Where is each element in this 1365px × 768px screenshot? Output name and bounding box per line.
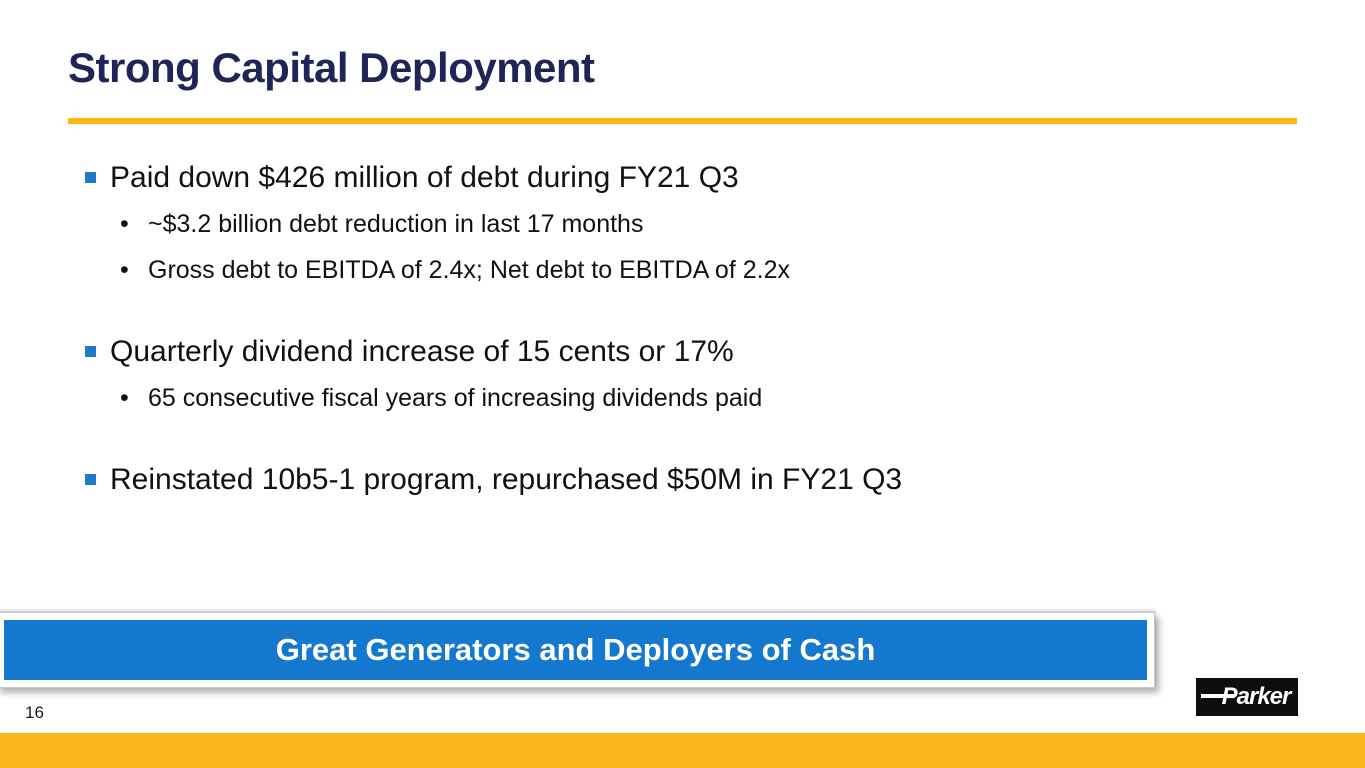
callout-banner: Great Generators and Deployers of Cash bbox=[0, 612, 1155, 688]
square-bullet-icon bbox=[85, 474, 96, 485]
bullet-item: Reinstated 10b5-1 program, repurchased $… bbox=[68, 457, 1325, 503]
bullet-text: Paid down $426 million of debt during FY… bbox=[110, 161, 739, 194]
bullet-group: Quarterly dividend increase of 15 cents … bbox=[68, 329, 1325, 421]
parker-logo-text: Parker bbox=[1221, 683, 1292, 710]
footer-gold-bar bbox=[0, 733, 1365, 768]
callout-banner-fill: Great Generators and Deployers of Cash bbox=[4, 620, 1147, 680]
sub-bullet-text: Gross debt to EBITDA of 2.4x; Net debt t… bbox=[148, 256, 790, 284]
square-bullet-icon bbox=[85, 346, 96, 357]
sub-bullet-text: ~$3.2 billion debt reduction in last 17 … bbox=[148, 210, 644, 238]
parker-logo: Parker bbox=[1196, 678, 1298, 716]
bullet-item: Paid down $426 million of debt during FY… bbox=[68, 155, 1325, 201]
dot-bullet-icon bbox=[120, 247, 148, 293]
dot-bullet-icon bbox=[120, 375, 148, 421]
page-title: Strong Capital Deployment bbox=[68, 44, 595, 91]
sub-bullet-text: 65 consecutive fiscal years of increasin… bbox=[148, 384, 763, 412]
sub-bullet-item: Gross debt to EBITDA of 2.4x; Net debt t… bbox=[68, 247, 1325, 293]
bullet-text: Reinstated 10b5-1 program, repurchased $… bbox=[110, 463, 903, 496]
sub-bullet-item: ~$3.2 billion debt reduction in last 17 … bbox=[68, 201, 1325, 247]
bullet-group: Paid down $426 million of debt during FY… bbox=[68, 155, 1325, 293]
bullet-item: Quarterly dividend increase of 15 cents … bbox=[68, 329, 1325, 375]
page-number: 16 bbox=[25, 703, 44, 722]
bullet-text: Quarterly dividend increase of 15 cents … bbox=[110, 335, 734, 368]
dot-bullet-icon bbox=[120, 201, 148, 247]
parker-logo-bar bbox=[1201, 694, 1235, 698]
sub-bullet-item: 65 consecutive fiscal years of increasin… bbox=[68, 375, 1325, 421]
bullet-group: Reinstated 10b5-1 program, repurchased $… bbox=[68, 457, 1325, 503]
bullet-list: Paid down $426 million of debt during FY… bbox=[68, 155, 1325, 503]
title-underline-rule bbox=[68, 118, 1297, 124]
square-bullet-icon bbox=[85, 172, 96, 183]
callout-banner-label: Great Generators and Deployers of Cash bbox=[275, 632, 876, 667]
